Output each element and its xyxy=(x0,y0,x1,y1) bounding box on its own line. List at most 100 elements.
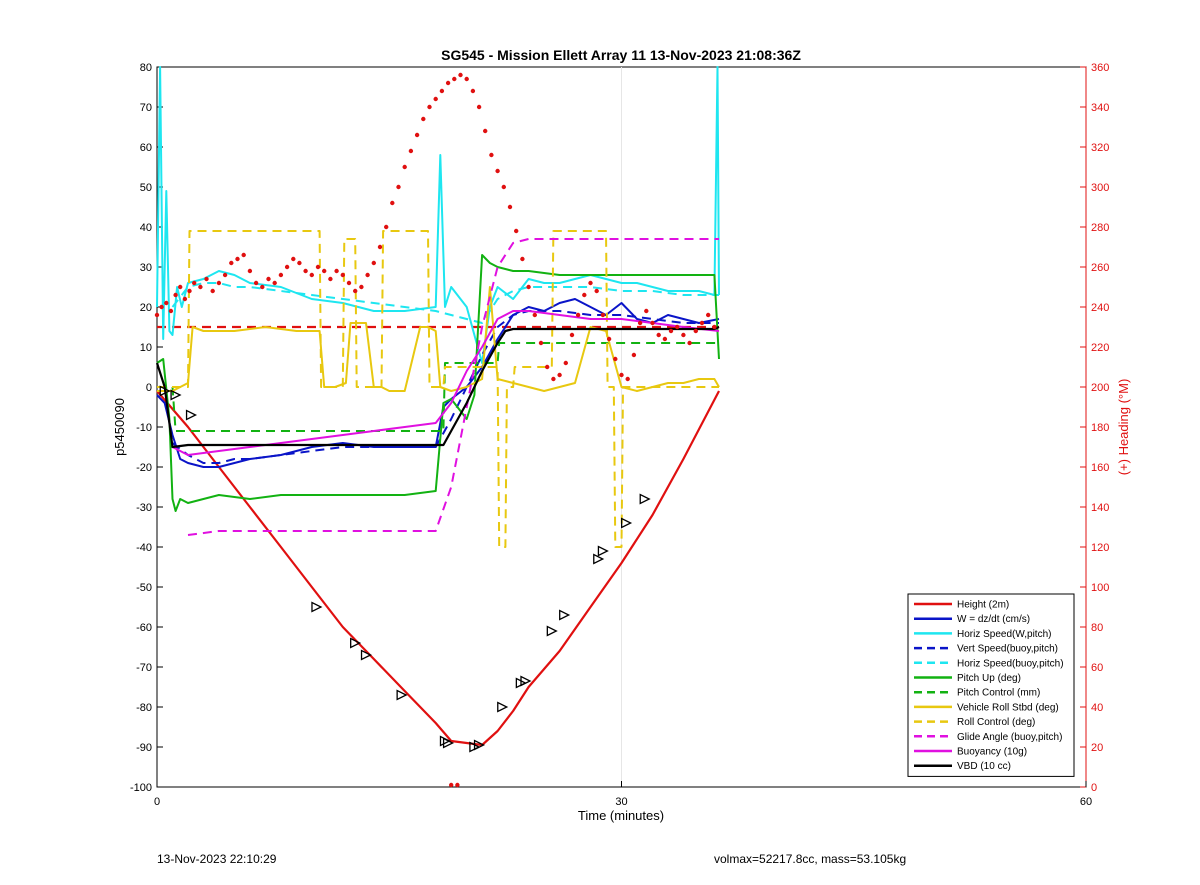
y2-tick-label: 280 xyxy=(1091,222,1109,234)
heading-point xyxy=(260,284,265,290)
y2-tick-label: 220 xyxy=(1091,342,1109,354)
height-marker xyxy=(350,637,362,649)
heading-point xyxy=(439,88,445,94)
legend-label: Buoyancy (10g) xyxy=(957,747,1027,758)
height-marker xyxy=(360,649,372,661)
heading-point xyxy=(384,224,389,230)
heading-point xyxy=(365,272,370,278)
heading-point xyxy=(668,328,674,334)
heading-point xyxy=(284,264,290,270)
heading-point xyxy=(421,116,426,122)
heading-point xyxy=(706,312,711,318)
y-tick-label: -80 xyxy=(136,702,152,714)
legend-label: W = dz/dt (cm/s) xyxy=(957,614,1030,625)
heading-point xyxy=(699,320,705,326)
heading-point xyxy=(712,324,717,330)
legend-box xyxy=(907,593,1075,777)
y-tick-label: 50 xyxy=(140,182,152,194)
heading-point xyxy=(309,272,314,278)
y-tick-label: 60 xyxy=(140,142,152,154)
heading-point xyxy=(433,96,438,102)
x-axis-label: Time (minutes) xyxy=(578,808,664,823)
x-tick-label: 0 xyxy=(154,796,160,808)
height-markers xyxy=(159,385,651,753)
heading-point xyxy=(408,148,414,154)
heading-point xyxy=(681,332,686,338)
y-tick-label: 40 xyxy=(140,222,152,234)
height-marker xyxy=(311,601,323,613)
y-tick-label: -50 xyxy=(136,582,152,594)
heading-point xyxy=(272,280,277,286)
heading-point xyxy=(154,312,160,318)
heading-point xyxy=(235,256,240,262)
heading-point xyxy=(396,184,401,190)
legend-label: Pitch Control (mm) xyxy=(957,688,1040,699)
heading-point xyxy=(377,244,383,250)
legend-label: VBD (10 cc) xyxy=(957,761,1011,772)
heading-point xyxy=(557,372,562,378)
series-line-4 xyxy=(171,282,719,324)
heading-point xyxy=(445,80,451,86)
heading-point xyxy=(489,152,494,158)
heading-point xyxy=(582,292,587,298)
heading-points xyxy=(154,72,717,788)
heading-point xyxy=(402,164,407,170)
heading-point xyxy=(198,284,203,290)
series-line-11 xyxy=(155,325,720,449)
heading-point xyxy=(210,288,215,294)
x-tick-label: 60 xyxy=(1080,796,1092,808)
series-line-2 xyxy=(156,66,720,364)
legend-label: Horiz Speed(W,pitch) xyxy=(957,629,1051,640)
heading-point xyxy=(476,104,482,110)
footer-volmax-mass: volmax=52217.8cc, mass=53.105kg xyxy=(714,852,907,866)
heading-point xyxy=(449,782,454,788)
y-tick-label: -40 xyxy=(136,542,152,554)
y-tick-label: 20 xyxy=(140,302,152,314)
heading-point xyxy=(204,276,209,282)
heading-point xyxy=(545,364,550,370)
y2-tick-label: 320 xyxy=(1091,142,1109,154)
heading-point xyxy=(346,280,352,286)
heading-point xyxy=(483,128,488,134)
heading-point xyxy=(693,328,698,334)
heading-point xyxy=(353,288,358,294)
heading-point xyxy=(455,782,460,788)
heading-point xyxy=(520,256,525,262)
y2-tick-label: 300 xyxy=(1091,182,1109,194)
height-marker xyxy=(159,385,171,397)
heading-point xyxy=(452,76,457,82)
y-tick-label: 30 xyxy=(140,262,152,274)
y-tick-label: 80 xyxy=(140,62,152,74)
height-marker xyxy=(620,517,633,529)
legend-label: Vehicle Roll Stbd (deg) xyxy=(957,702,1059,713)
series-line-0 xyxy=(156,390,720,747)
heading-point xyxy=(315,264,321,270)
heading-point xyxy=(650,320,655,326)
height-marker xyxy=(593,553,605,565)
heading-point xyxy=(675,324,680,330)
y-axis-label: p5450090 xyxy=(112,398,127,456)
y-tick-label: -90 xyxy=(136,742,152,754)
heading-point xyxy=(297,260,302,266)
y-tick-label: -20 xyxy=(136,462,152,474)
footer-timestamp: 13-Nov-2023 22:10:29 xyxy=(157,852,277,866)
heading-point xyxy=(159,304,164,310)
y2-tick-label: 200 xyxy=(1091,382,1109,394)
heading-point xyxy=(187,288,192,294)
heading-point xyxy=(229,260,234,266)
heading-point xyxy=(359,284,364,290)
y2-tick-label: 340 xyxy=(1091,102,1109,114)
height-marker xyxy=(442,737,455,749)
series-layer xyxy=(155,66,720,747)
heading-point xyxy=(168,308,174,314)
y-tick-label: 70 xyxy=(140,102,152,114)
heading-point xyxy=(192,280,197,286)
heading-point xyxy=(470,88,476,94)
y2-tick-label: 0 xyxy=(1091,782,1097,794)
y2-tick-label: 120 xyxy=(1091,542,1109,554)
heading-point xyxy=(631,352,637,358)
heading-point xyxy=(291,256,296,262)
legend-label: Pitch Up (deg) xyxy=(957,673,1021,684)
heading-point xyxy=(575,312,581,318)
heading-point xyxy=(247,268,253,274)
